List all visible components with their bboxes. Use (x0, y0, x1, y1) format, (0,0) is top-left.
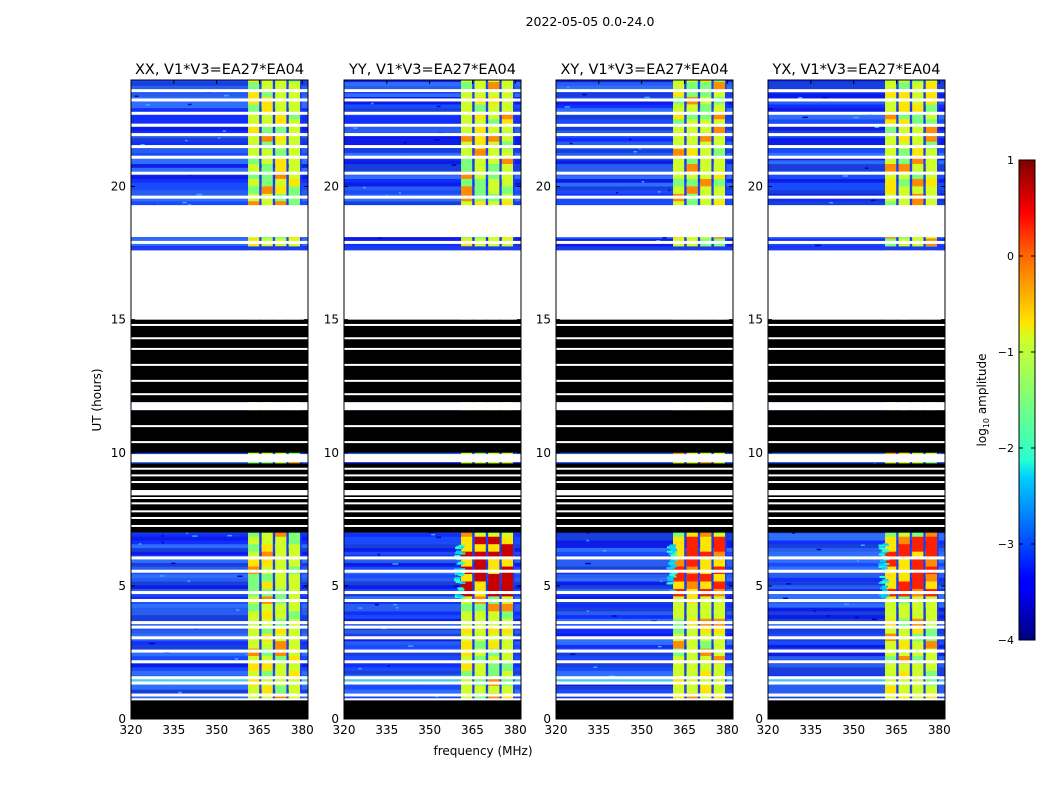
x-tick-label: 380 (716, 723, 739, 737)
y-tick-label: 15 (324, 313, 339, 327)
y-tick-label: 5 (543, 579, 551, 593)
y-tick-label: 0 (543, 712, 551, 726)
x-tick-label: 350 (630, 723, 653, 737)
colorbar: −4 −3 −2 −1 0 1 log10 amplitude (975, 154, 1036, 647)
x-tick-label: 380 (291, 723, 314, 737)
x-tick-label: 380 (928, 723, 951, 737)
panel-title: YX, V1*V3=EA27*EA04 (771, 62, 940, 78)
panel-frame (767, 79, 946, 720)
flag-gaps (768, 89, 945, 702)
y-tick-label: 20 (111, 180, 126, 194)
x-tick-label: 365 (885, 723, 908, 737)
colorbar-tick-label: 0 (1007, 250, 1014, 263)
y-tick-label: 15 (536, 313, 551, 327)
y-tick-label: 15 (111, 313, 126, 327)
y-tick-label: 0 (331, 712, 339, 726)
panel-frame (130, 79, 309, 720)
panel-frame (555, 79, 734, 720)
colorbar-gradient (1018, 159, 1036, 641)
colorbar-tick-label: −3 (998, 538, 1014, 551)
y-tick-label: 0 (755, 712, 763, 726)
y-tick-label: 0 (118, 712, 126, 726)
x-tick-label: 365 (461, 723, 484, 737)
x-tick-label: 335 (587, 723, 610, 737)
panel-xy: XY, V1*V3=EA27*EA04 320 335 350 365 380 0 5 10 15… (536, 62, 739, 737)
colorbar-label: log10 amplitude (975, 354, 991, 447)
panel-title: XY, V1*V3=EA27*EA04 (560, 62, 728, 78)
y-axis-label: UT (hours) (90, 368, 104, 431)
panel-frame (343, 79, 522, 720)
flagged-black (556, 246, 733, 719)
x-tick-label: 320 (120, 723, 143, 737)
x-tick-label: 335 (162, 723, 185, 737)
flagged-black (344, 246, 521, 719)
y-tick-label: 10 (748, 446, 763, 460)
y-tick-label: 20 (324, 180, 339, 194)
y-tick-label: 10 (536, 446, 551, 460)
x-tick-label: 320 (757, 723, 780, 737)
panel-yx: YX, V1*V3=EA27*EA04 320 335 350 365 380 0 5 10 15… (748, 62, 951, 737)
panels: XX, V1*V3=EA27*EA04 320 335 350 365 380 0 5 10 15… (111, 62, 951, 737)
colorbar-tick-label: −2 (998, 442, 1014, 455)
cyan-stripe (556, 677, 733, 683)
y-tick-label: 20 (748, 180, 763, 194)
y-tick-label: 15 (748, 313, 763, 327)
flagged-blank (768, 205, 945, 320)
panel-title: XX, V1*V3=EA27*EA04 (135, 62, 304, 78)
panel-title: YY, V1*V3=EA27*EA04 (348, 62, 516, 78)
x-tick-label: 365 (248, 723, 271, 737)
flag-gaps (556, 89, 733, 702)
x-tick-label: 320 (333, 723, 356, 737)
x-tick-label: 350 (418, 723, 441, 737)
x-tick-label: 320 (545, 723, 568, 737)
x-tick-label: 335 (799, 723, 822, 737)
cyan-stripe (768, 677, 945, 683)
y-tick-label: 5 (331, 579, 339, 593)
flagged-black (131, 246, 308, 719)
x-tick-label: 350 (842, 723, 865, 737)
y-tick-label: 10 (111, 446, 126, 460)
colorbar-ticks: −4 −3 −2 −1 0 1 (998, 154, 1035, 647)
flagged-black (768, 246, 945, 719)
flag-gaps (131, 89, 308, 702)
y-tick-label: 5 (118, 579, 126, 593)
panel-yy: YY, V1*V3=EA27*EA04 320 335 350 365 380 0 5 10 15… (324, 62, 527, 737)
colorbar-tick-label: −1 (998, 346, 1014, 359)
x-tick-label: 335 (375, 723, 398, 737)
x-tick-label: 350 (205, 723, 228, 737)
cyan-stripe (131, 677, 308, 683)
flagged-blank (344, 205, 521, 320)
cyan-stripe (344, 677, 521, 683)
colorbar-tick-label: −4 (998, 634, 1014, 647)
x-tick-label: 380 (504, 723, 527, 737)
flag-gaps (344, 89, 521, 702)
flagged-blank (556, 205, 733, 320)
y-tick-label: 20 (536, 180, 551, 194)
y-tick-label: 10 (324, 446, 339, 460)
figure-title: 2022-05-05 0.0-24.0 (526, 14, 655, 29)
panel-xx: XX, V1*V3=EA27*EA04 320 335 350 365 380 0 5 10 15… (111, 62, 314, 737)
x-tick-label: 365 (673, 723, 696, 737)
colorbar-tick-label: 1 (1007, 154, 1014, 167)
flagged-blank (131, 205, 308, 320)
y-tick-label: 5 (755, 579, 763, 593)
x-axis-label: frequency (MHz) (433, 744, 532, 758)
